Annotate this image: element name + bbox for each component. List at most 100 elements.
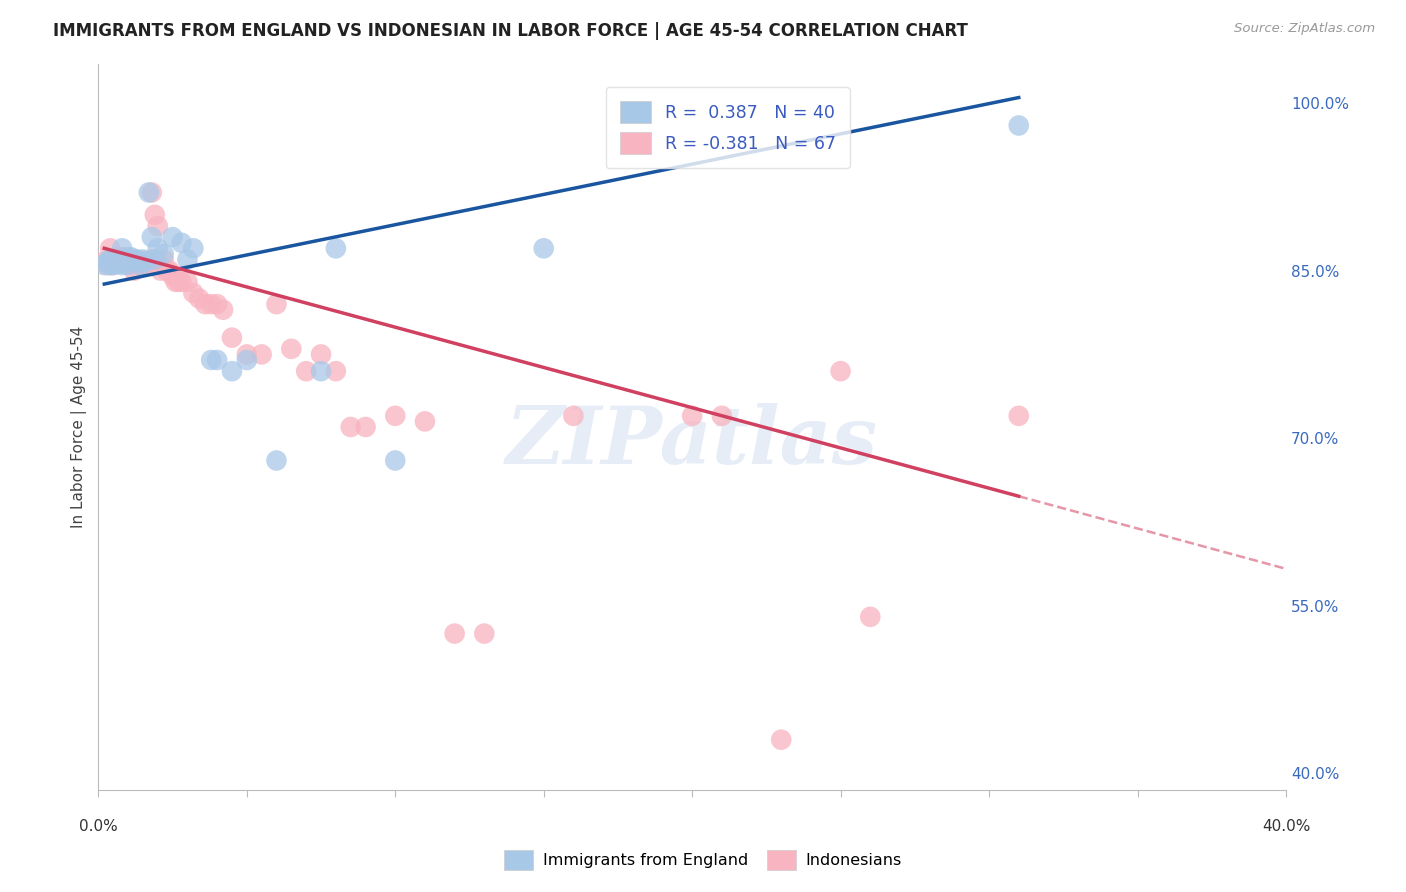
- Point: [111, 252, 134, 267]
- Point: [103, 258, 125, 272]
- Point: [205, 297, 228, 311]
- Point: [105, 252, 128, 267]
- Point: [562, 409, 585, 423]
- Text: IMMIGRANTS FROM ENGLAND VS INDONESIAN IN LABOR FORCE | AGE 45-54 CORRELATION CHA: IMMIGRANTS FROM ENGLAND VS INDONESIAN IN…: [53, 22, 969, 40]
- Point: [129, 258, 152, 272]
- Point: [280, 342, 302, 356]
- Point: [111, 250, 134, 264]
- Point: [108, 252, 131, 267]
- Point: [236, 353, 259, 368]
- Point: [108, 250, 131, 264]
- Point: [103, 258, 125, 272]
- Point: [125, 254, 148, 268]
- Point: [1008, 409, 1031, 423]
- Point: [859, 610, 882, 624]
- Point: [132, 254, 155, 268]
- Point: [413, 414, 436, 428]
- Point: [384, 453, 406, 467]
- Point: [93, 258, 115, 272]
- Point: [188, 292, 211, 306]
- Point: [384, 409, 406, 423]
- Point: [830, 364, 852, 378]
- Point: [221, 364, 243, 378]
- Point: [1008, 119, 1031, 133]
- Point: [120, 258, 142, 272]
- Point: [141, 186, 163, 200]
- Point: [170, 275, 193, 289]
- Point: [325, 241, 347, 255]
- Point: [138, 186, 160, 200]
- Point: [183, 241, 205, 255]
- Point: [170, 235, 193, 250]
- Point: [93, 254, 115, 268]
- Text: ZIPatlas: ZIPatlas: [506, 403, 879, 480]
- Point: [98, 258, 121, 272]
- Point: [111, 258, 134, 272]
- Point: [152, 252, 174, 267]
- Point: [117, 258, 139, 272]
- Point: [146, 219, 169, 233]
- Point: [236, 347, 259, 361]
- Point: [221, 331, 243, 345]
- Point: [125, 252, 148, 267]
- Point: [146, 241, 169, 255]
- Point: [141, 252, 163, 267]
- Point: [117, 252, 139, 267]
- Point: [162, 230, 184, 244]
- Point: [156, 263, 179, 277]
- Point: [117, 254, 139, 268]
- Point: [96, 254, 118, 268]
- Point: [117, 250, 139, 264]
- Point: [533, 241, 555, 255]
- Point: [183, 285, 205, 300]
- Point: [266, 453, 288, 467]
- Point: [138, 254, 160, 268]
- Point: [120, 254, 142, 268]
- Point: [165, 275, 187, 289]
- Point: [770, 732, 793, 747]
- Point: [194, 297, 217, 311]
- Point: [98, 252, 121, 267]
- Point: [443, 626, 465, 640]
- Point: [103, 254, 125, 268]
- Text: Source: ZipAtlas.com: Source: ZipAtlas.com: [1234, 22, 1375, 36]
- Legend: R =  0.387   N = 40, R = -0.381   N = 67: R = 0.387 N = 40, R = -0.381 N = 67: [606, 87, 849, 169]
- Text: 40.0%: 40.0%: [1261, 819, 1310, 834]
- Point: [108, 257, 131, 271]
- Point: [152, 247, 174, 261]
- Point: [120, 250, 142, 264]
- Point: [122, 252, 145, 267]
- Point: [176, 275, 198, 289]
- Point: [96, 258, 118, 272]
- Point: [105, 254, 128, 268]
- Legend: Immigrants from England, Indonesians: Immigrants from England, Indonesians: [498, 844, 908, 877]
- Point: [250, 347, 273, 361]
- Point: [143, 252, 166, 267]
- Point: [114, 254, 136, 268]
- Point: [472, 626, 495, 640]
- Point: [122, 254, 145, 268]
- Point: [681, 409, 703, 423]
- Point: [114, 254, 136, 268]
- Point: [141, 230, 163, 244]
- Point: [135, 258, 157, 272]
- Point: [200, 353, 222, 368]
- Point: [167, 275, 190, 289]
- Point: [125, 254, 148, 268]
- Point: [132, 252, 155, 267]
- Point: [122, 263, 145, 277]
- Point: [143, 208, 166, 222]
- Point: [176, 252, 198, 267]
- Point: [205, 353, 228, 368]
- Point: [309, 364, 332, 378]
- Point: [129, 254, 152, 268]
- Point: [98, 241, 121, 255]
- Point: [149, 263, 172, 277]
- Point: [125, 254, 148, 268]
- Point: [135, 254, 157, 268]
- Point: [159, 263, 181, 277]
- Point: [111, 241, 134, 255]
- Point: [114, 254, 136, 268]
- Point: [354, 420, 377, 434]
- Point: [295, 364, 318, 378]
